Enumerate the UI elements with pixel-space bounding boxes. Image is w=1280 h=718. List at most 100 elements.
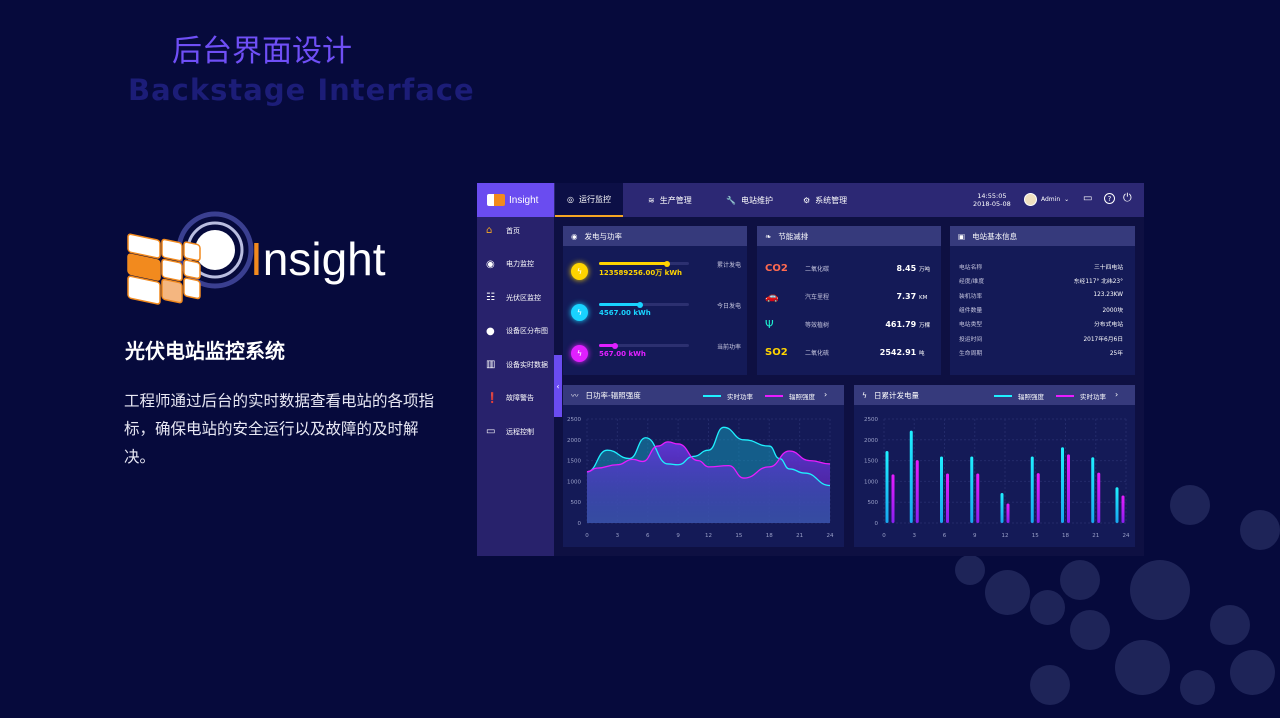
message-icon[interactable]: ▭ — [1083, 193, 1093, 204]
info-key: 电站名称 — [959, 265, 983, 271]
legend-label: 实时功率 — [727, 393, 753, 401]
tab-run-monitor[interactable]: ◎ 运行监控 — [555, 183, 623, 217]
y-tick-label: 2000 — [864, 438, 878, 444]
bar — [909, 430, 913, 523]
energy-value: 2542.91 吨 — [879, 347, 925, 357]
insight-logo — [127, 211, 254, 305]
energy-label: 二氧化硫 — [805, 349, 830, 357]
progress-bar — [599, 260, 689, 267]
series-area-overlay — [587, 441, 830, 523]
document-icon: ▣ — [958, 231, 966, 241]
tab-maintenance[interactable]: 🔧 电站维护 — [726, 183, 773, 217]
sidebar-item[interactable]: ☷ 光伏区监控 — [486, 292, 541, 303]
y-tick-label: 1000 — [567, 479, 581, 485]
sidebar-item[interactable]: ◉ 电力监控 — [486, 259, 534, 270]
gauge-icon: ◎ — [567, 194, 574, 204]
energy-panel: ❧ 节能减排 CO2 二氧化碳 8.45 万吨 🚗 汽车里程 7.37 KM Ψ 等效植树 461… — [757, 226, 941, 375]
bar — [1030, 456, 1034, 523]
energy-label: 汽车里程 — [805, 293, 830, 301]
bar — [940, 456, 943, 523]
panel-title: 节能减排 — [778, 231, 809, 241]
leaf-icon: ❧ — [765, 231, 772, 241]
power-icon[interactable]: ⏻ — [1123, 191, 1132, 204]
lightning-icon: ϟ — [571, 303, 588, 321]
brand-logo[interactable]: Insight — [477, 183, 554, 217]
lightning-icon: ϟ — [571, 262, 588, 280]
sidebar-item-label: 故障警告 — [506, 394, 534, 402]
power-value: 123589256.00万 kWh — [599, 269, 683, 277]
wrench-icon: 🔧 — [726, 195, 736, 205]
progress-bar — [599, 342, 689, 349]
x-tick-label: 3 — [616, 533, 620, 539]
y-tick-label: 1000 — [864, 479, 878, 485]
y-tick-label: 2500 — [567, 417, 581, 423]
x-tick-label: 6 — [646, 533, 650, 539]
sidebar-item[interactable]: ● 设备区分布图 — [486, 326, 548, 337]
panel-title: 电站基本信息 — [972, 231, 1018, 241]
chart-more-icon[interactable]: › — [824, 390, 828, 399]
legend-label: 实时功率 — [1080, 393, 1106, 401]
x-tick-label: 3 — [913, 533, 917, 539]
x-tick-label: 0 — [882, 533, 886, 539]
sidebar-collapse-button[interactable]: ‹ — [554, 355, 562, 417]
bar — [885, 451, 889, 523]
help-icon[interactable]: ? — [1104, 193, 1115, 204]
energy-value: 7.37 KM — [896, 291, 928, 301]
y-tick-label: 2500 — [864, 417, 878, 423]
bar — [1091, 457, 1095, 523]
energy-label: 二氧化碳 — [805, 265, 830, 273]
y-tick-label: 500 — [868, 500, 879, 506]
bar — [1006, 503, 1010, 523]
power-value: 4567.00 kWh — [599, 309, 651, 317]
progress-bar — [599, 301, 689, 308]
gear-icon: ⚙ — [803, 195, 811, 205]
info-row: 电站类型 分布式电站 — [959, 319, 1123, 328]
tab-system[interactable]: ⚙ 系统管理 — [803, 183, 847, 217]
sidebar-item[interactable]: ❗ 故障警告 — [486, 393, 534, 404]
avatar — [1024, 193, 1037, 206]
page-title: 后台界面设计 — [172, 34, 352, 69]
sidebar-item-label: 设备区分布图 — [506, 327, 548, 335]
so2-symbol: SO2 — [765, 346, 788, 358]
x-tick-label: 15 — [735, 533, 742, 539]
power-label: 今日发电 — [716, 303, 741, 310]
legend-label: 辐照强度 — [1018, 393, 1044, 401]
legend-swatch — [765, 395, 783, 397]
info-row: 生命周期 25年 — [959, 348, 1123, 357]
sidebar-item-label: 首页 — [506, 226, 520, 235]
user-name: Admin — [1041, 196, 1061, 203]
bar — [1115, 487, 1119, 523]
power-label: 累计发电 — [716, 262, 741, 269]
sidebar-item[interactable]: ▭ 远程控制 — [486, 426, 534, 437]
bar — [946, 473, 949, 523]
energy-item: 🚗 汽车里程 7.37 KM — [765, 288, 933, 304]
info-key: 组件数量 — [959, 307, 983, 314]
line-chart-icon: 〰 — [571, 390, 579, 400]
user-menu[interactable]: Admin ⌄ — [1024, 193, 1069, 206]
bar — [891, 474, 895, 523]
y-tick-label: 500 — [571, 500, 582, 506]
sidebar-item[interactable]: ⌂ 首页 — [486, 225, 520, 236]
power-label: 当前功率 — [716, 344, 741, 351]
x-tick-label: 0 — [585, 533, 589, 539]
solar-panel-icon: ☷ — [486, 292, 495, 303]
x-tick-label: 18 — [766, 533, 773, 539]
bar — [1061, 447, 1064, 523]
sidebar-item[interactable]: ▥ 设备实时数据 — [486, 359, 548, 370]
x-tick-label: 6 — [943, 533, 947, 539]
x-tick-label: 12 — [705, 533, 712, 539]
series-line — [586, 441, 831, 479]
tab-production[interactable]: ≋ 生产管理 — [648, 183, 692, 217]
info-value: 2017年6月6日 — [1083, 336, 1123, 343]
bar — [1036, 473, 1040, 523]
info-value: 123.23KW — [1093, 292, 1123, 299]
legend-swatch — [994, 395, 1012, 397]
chart-more-icon[interactable]: › — [1115, 390, 1119, 399]
info-key: 投运时间 — [959, 336, 983, 343]
top-nav: Insight ◎ 运行监控 ≋ 生产管理 🔧 电站维护 ⚙ 系统管理 14:55:05… — [477, 183, 1144, 217]
legend-swatch — [1056, 395, 1074, 397]
info-row: 经度/维度 东经117° 北纬23° — [959, 276, 1123, 285]
dashboard-window: Insight ◎ 运行监控 ≋ 生产管理 🔧 电站维护 ⚙ 系统管理 14:55:05… — [477, 183, 1144, 556]
bar — [1097, 472, 1101, 523]
info-row: 电站名称 三十四电站 — [959, 262, 1123, 271]
